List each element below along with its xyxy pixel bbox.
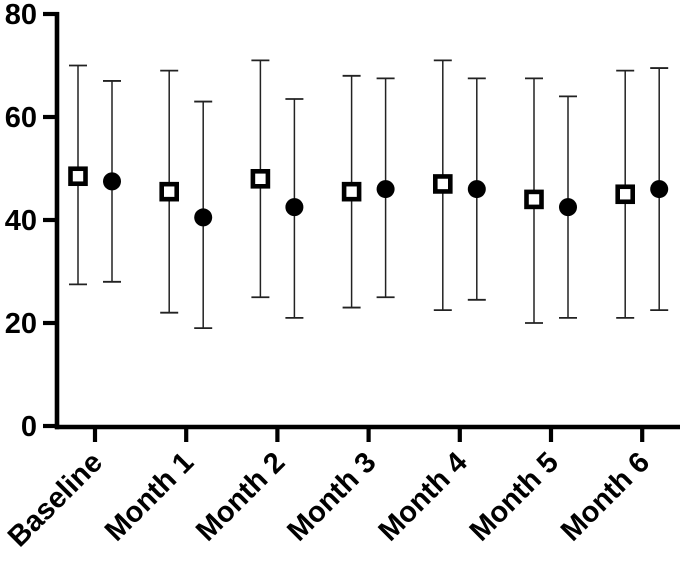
error-bar-group [376,77,395,299]
open-square-marker-icon [250,169,271,189]
open-square-marker-icon [159,181,179,202]
error-bar-group [432,59,453,312]
x-axis-category-label: Month 2 [190,446,291,547]
y-axis-tick-label: 20 [5,308,37,340]
y-axis-tick-label: 0 [21,411,37,443]
open-square-marker-icon [68,166,88,187]
error-bar-group [559,95,577,319]
x-axis-category-label: Month 6 [555,446,656,547]
open-square-marker-icon [615,184,636,205]
filled-circle-marker-icon [376,180,395,199]
error-bar-group [194,100,213,330]
x-axis-category-label: Month 5 [464,446,565,547]
filled-circle-marker-icon [650,180,669,199]
y-axis-tick-label: 60 [5,102,37,134]
error-bar-group [524,77,544,324]
filled-circle-marker-icon [467,180,486,199]
filled-circle-marker-icon [285,198,304,217]
open-square-marker-icon [432,174,453,194]
filled-circle-marker-icon [103,172,121,191]
x-axis-category-label: Baseline [2,446,109,553]
error-bar-group [650,67,669,312]
error-bar-group [68,64,88,286]
error-bar-group [341,74,362,309]
error-bar-group [250,59,271,299]
x-axis-category-label: Month 1 [99,446,200,547]
error-bar-group [103,80,121,283]
y-axis-tick-label: 80 [5,0,37,31]
error-bar-group [159,69,179,314]
open-square-marker-icon [524,189,544,210]
open-square-marker-icon [341,181,362,202]
x-axis-category-label: Month 3 [281,446,382,547]
x-axis-category-label: Month 4 [373,446,474,547]
filled-circle-marker-icon [194,208,213,227]
filled-circle-marker-icon [559,198,577,217]
error-bar-group [615,69,636,319]
error-bar-group [285,98,304,319]
error-bar-group [467,77,486,301]
y-axis-tick-label: 40 [5,205,37,237]
